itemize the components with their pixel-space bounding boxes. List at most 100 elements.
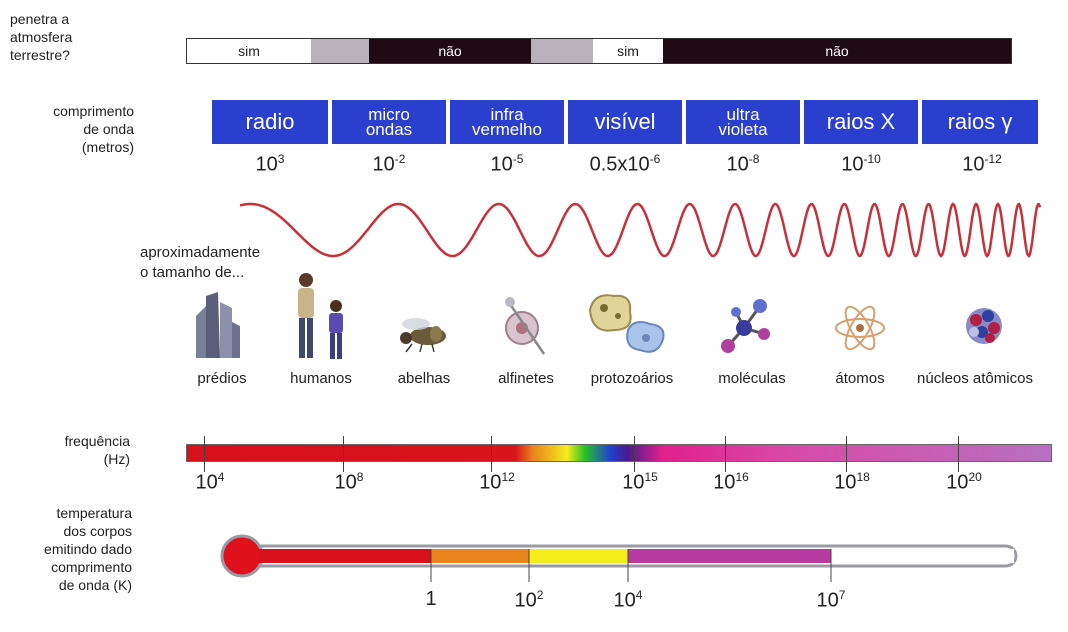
- molecule-icon: [721, 299, 770, 353]
- wavelength-value: 10-2: [329, 152, 449, 177]
- atmosphere-segment: sim: [593, 39, 663, 63]
- frequency-tick-label: 1016: [691, 470, 771, 495]
- nucleus-icon: [966, 308, 1002, 344]
- wavelength-value: 10-10: [801, 152, 921, 177]
- frequency-tick-label: 108: [309, 470, 389, 495]
- wavelength-base: 10: [255, 153, 278, 176]
- temperature-label-line: temperatura: [56, 505, 132, 521]
- frequency-tick: [846, 436, 847, 472]
- frequency-exponent: 4: [217, 470, 225, 484]
- frequency-base: 10: [834, 471, 857, 494]
- temperature-label: temperatura dos corpos emitindo dado com…: [10, 504, 132, 594]
- thermometer-segment: [258, 549, 431, 563]
- atmosphere-segment: não: [663, 39, 1011, 63]
- frequency-exponent: 20: [968, 470, 982, 484]
- bee-icon: [400, 318, 446, 353]
- atmosphere-segment: não: [369, 39, 531, 63]
- temperature-base: 10: [514, 589, 537, 612]
- pin-icon: [505, 297, 546, 355]
- band-label: infra: [490, 105, 524, 124]
- frequency-tick: [634, 436, 635, 472]
- thermometer-segment: [831, 549, 1014, 563]
- band-2: infra vermelho: [450, 100, 564, 144]
- size-label-line: o tamanho de...: [140, 264, 245, 281]
- protozoa-icon: [588, 294, 665, 353]
- frequency-label-line: (Hz): [103, 451, 130, 467]
- atmosphere-label-line: terrestre?: [10, 47, 70, 63]
- object-label: átomos: [835, 370, 885, 387]
- frequency-tick-label: 1012: [457, 470, 537, 495]
- band-4: ultra violeta: [686, 100, 800, 144]
- frequency-exponent: 12: [501, 470, 515, 484]
- frequency-label: frequência (Hz): [14, 432, 130, 468]
- band-label: micro: [368, 105, 410, 124]
- atmosphere-label: penetra a atmosfera terrestre?: [10, 10, 72, 64]
- band-label: raios X: [826, 109, 896, 134]
- wavelength-exponent: 3: [277, 152, 285, 166]
- temperature-base: 10: [816, 589, 839, 612]
- atom-icon: [835, 305, 885, 351]
- temperature-exponent: 7: [838, 588, 846, 602]
- band-label: violeta: [718, 120, 768, 139]
- wavelength-base: 0.5x10: [589, 153, 650, 176]
- band-label: vermelho: [472, 120, 542, 139]
- atmosphere-bar: sim não sim não: [186, 38, 1012, 64]
- wavelength-exponent: -2: [394, 152, 406, 166]
- wavelength-value: 0.5x10-6: [565, 152, 685, 177]
- frequency-exponent: 18: [856, 470, 870, 484]
- size-label: aproximadamente o tamanho de...: [140, 243, 260, 283]
- band-label: radio: [245, 109, 295, 134]
- temperature-label-line: dos corpos: [63, 523, 132, 539]
- frequency-tick-label: 1015: [600, 470, 680, 495]
- band-label: raios γ: [947, 109, 1013, 134]
- wavelength-base: 10: [726, 153, 749, 176]
- thermometer-segment: [628, 549, 831, 563]
- frequency-tick: [204, 436, 205, 472]
- frequency-tick-label: 104: [170, 470, 250, 495]
- band-0: radio: [212, 100, 328, 144]
- atmosphere-label-line: penetra a: [10, 11, 70, 27]
- frequency-base: 10: [334, 471, 357, 494]
- humans-icon: [298, 273, 343, 359]
- frequency-tick: [725, 436, 726, 472]
- wavelength-value: 10-5: [447, 152, 567, 177]
- frequency-base: 10: [479, 471, 502, 494]
- atmosphere-segment: sim: [187, 39, 311, 63]
- temperature-base: 10: [613, 589, 636, 612]
- buildings-icon: [196, 292, 240, 358]
- object-label: abelhas: [397, 370, 451, 387]
- band-label: ultra: [726, 105, 760, 124]
- frequency-tick: [343, 436, 344, 472]
- thermometer-segment: [431, 549, 529, 563]
- band-6: raios γ: [922, 100, 1038, 144]
- wavelength-label-line: comprimento: [53, 103, 134, 119]
- temperature-tick-label: 107: [791, 588, 871, 613]
- thermometer-segment: [529, 549, 628, 563]
- frequency-base: 10: [713, 471, 736, 494]
- wave-icon: [240, 202, 1042, 258]
- object-label: humanos: [290, 370, 352, 387]
- wavelength-label-line: de onda: [83, 121, 134, 137]
- frequency-tick: [491, 436, 492, 472]
- frequency-base: 10: [622, 471, 645, 494]
- temperature-tick-label: 104: [588, 588, 668, 613]
- frequency-label-line: frequência: [64, 433, 130, 449]
- band-1: micro ondas: [332, 100, 446, 144]
- frequency-tick-label: 1018: [812, 470, 892, 495]
- wavelength-base: 10: [372, 153, 395, 176]
- wavelength-base: 10: [962, 153, 985, 176]
- frequency-base: 10: [946, 471, 969, 494]
- wavelength-label: comprimento de onda (metros): [14, 102, 134, 156]
- size-label-line: aproximadamente: [140, 244, 261, 261]
- frequency-exponent: 8: [356, 470, 364, 484]
- band-3: visível: [568, 100, 682, 144]
- temperature-base: 1: [425, 588, 437, 610]
- frequency-base: 10: [195, 471, 218, 494]
- temperature-exponent: 4: [635, 588, 643, 602]
- frequency-bar: [186, 444, 1052, 462]
- wavelength-base: 10: [841, 153, 864, 176]
- wavelength-base: 10: [490, 153, 513, 176]
- atmosphere-segment: [311, 39, 369, 63]
- temperature-label-line: emitindo dado: [44, 541, 132, 557]
- wavelength-value: 10-12: [922, 152, 1042, 177]
